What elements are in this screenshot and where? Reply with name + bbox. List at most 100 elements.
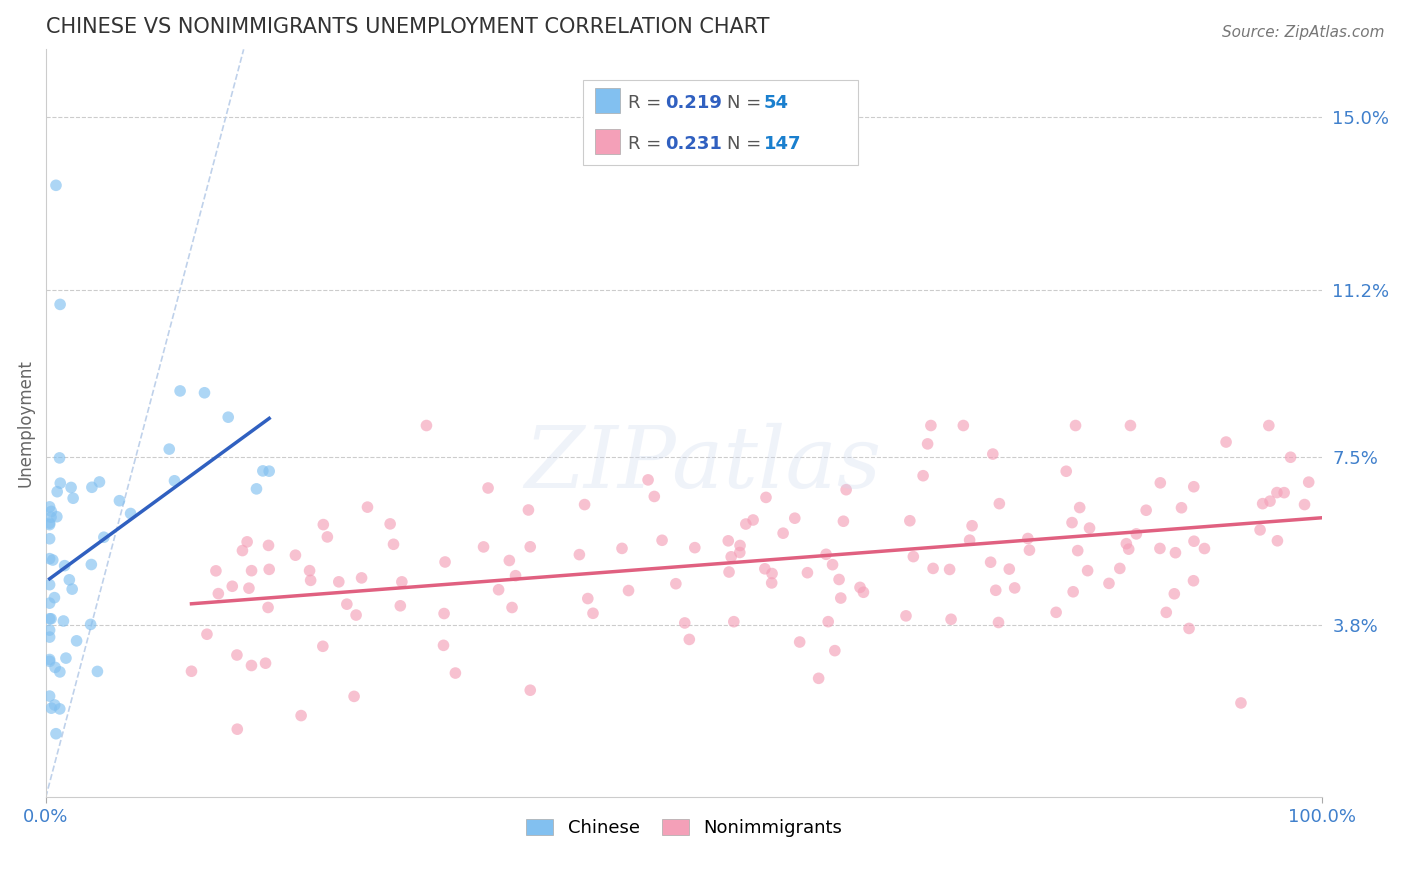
Point — [920, 418, 942, 433]
Point — [912, 468, 935, 483]
Point — [38, 689, 60, 703]
Point — [240, 658, 263, 673]
Text: 0.231: 0.231 — [665, 135, 721, 153]
Y-axis label: Unemployment: Unemployment — [17, 359, 35, 487]
Point — [673, 615, 696, 630]
Point — [501, 600, 523, 615]
Point — [415, 418, 437, 433]
Point — [49, 665, 72, 679]
Point — [1258, 494, 1281, 508]
Point — [221, 579, 243, 593]
Point — [817, 615, 839, 629]
Point — [718, 565, 741, 579]
Point — [807, 671, 830, 685]
Point — [761, 575, 783, 590]
Point — [328, 574, 350, 589]
Point — [312, 640, 335, 654]
Point — [922, 561, 945, 575]
Point — [789, 635, 811, 649]
Point — [728, 539, 751, 553]
Point — [38, 517, 60, 532]
Point — [1062, 584, 1084, 599]
Point — [65, 633, 87, 648]
Point — [39, 612, 62, 626]
Point — [734, 516, 756, 531]
Point — [960, 518, 983, 533]
Point — [938, 562, 960, 576]
Point — [1267, 533, 1289, 548]
Point — [240, 564, 263, 578]
Point — [1069, 500, 1091, 515]
Point — [350, 571, 373, 585]
Point — [52, 614, 75, 628]
Point — [832, 514, 855, 528]
Point — [169, 384, 191, 398]
Point — [1215, 435, 1237, 450]
Point — [772, 526, 794, 541]
Point — [193, 385, 215, 400]
Point — [42, 553, 65, 567]
Point — [742, 513, 765, 527]
Point — [312, 517, 335, 532]
Point — [89, 475, 111, 489]
Point — [830, 591, 852, 605]
Point — [41, 504, 63, 518]
Point — [576, 591, 599, 606]
Point — [959, 533, 981, 548]
Point — [683, 541, 706, 555]
Point — [205, 564, 228, 578]
Point — [505, 568, 527, 582]
Point — [1194, 541, 1216, 556]
Point — [849, 580, 872, 594]
Point — [45, 178, 67, 193]
Legend: Chinese, Nonimmigrants: Chinese, Nonimmigrants — [519, 812, 849, 844]
Point — [519, 540, 541, 554]
Point — [1272, 485, 1295, 500]
Point — [519, 683, 541, 698]
Point — [1098, 576, 1121, 591]
Point — [257, 538, 280, 552]
Point — [44, 591, 66, 605]
Point — [254, 656, 277, 670]
Point — [517, 503, 540, 517]
Point — [257, 464, 280, 478]
Point — [1017, 532, 1039, 546]
Point — [894, 608, 917, 623]
Point — [45, 727, 67, 741]
Point — [38, 596, 60, 610]
Point — [382, 537, 405, 551]
Point — [44, 698, 66, 712]
Point — [898, 514, 921, 528]
Point — [821, 558, 844, 572]
Point — [643, 490, 665, 504]
Point — [45, 509, 67, 524]
Point — [356, 500, 378, 515]
Point — [49, 702, 72, 716]
Point — [939, 612, 962, 626]
Point — [1060, 516, 1083, 530]
Point — [378, 516, 401, 531]
Point — [1154, 606, 1177, 620]
Point — [723, 615, 745, 629]
Point — [1018, 543, 1040, 558]
Point — [86, 665, 108, 679]
Point — [796, 566, 818, 580]
Point — [472, 540, 495, 554]
Point — [1265, 485, 1288, 500]
Point — [217, 410, 239, 425]
Point — [38, 623, 60, 637]
Point — [120, 507, 142, 521]
Point — [1149, 475, 1171, 490]
Point — [1115, 537, 1137, 551]
Point — [574, 498, 596, 512]
Point — [1108, 561, 1130, 575]
Point — [903, 549, 925, 564]
Point — [389, 599, 412, 613]
Point — [108, 493, 131, 508]
Point — [1054, 464, 1077, 478]
Point — [39, 510, 62, 524]
Point — [637, 473, 659, 487]
Point — [1164, 546, 1187, 560]
Point — [44, 660, 66, 674]
Text: N =: N = — [727, 94, 766, 112]
